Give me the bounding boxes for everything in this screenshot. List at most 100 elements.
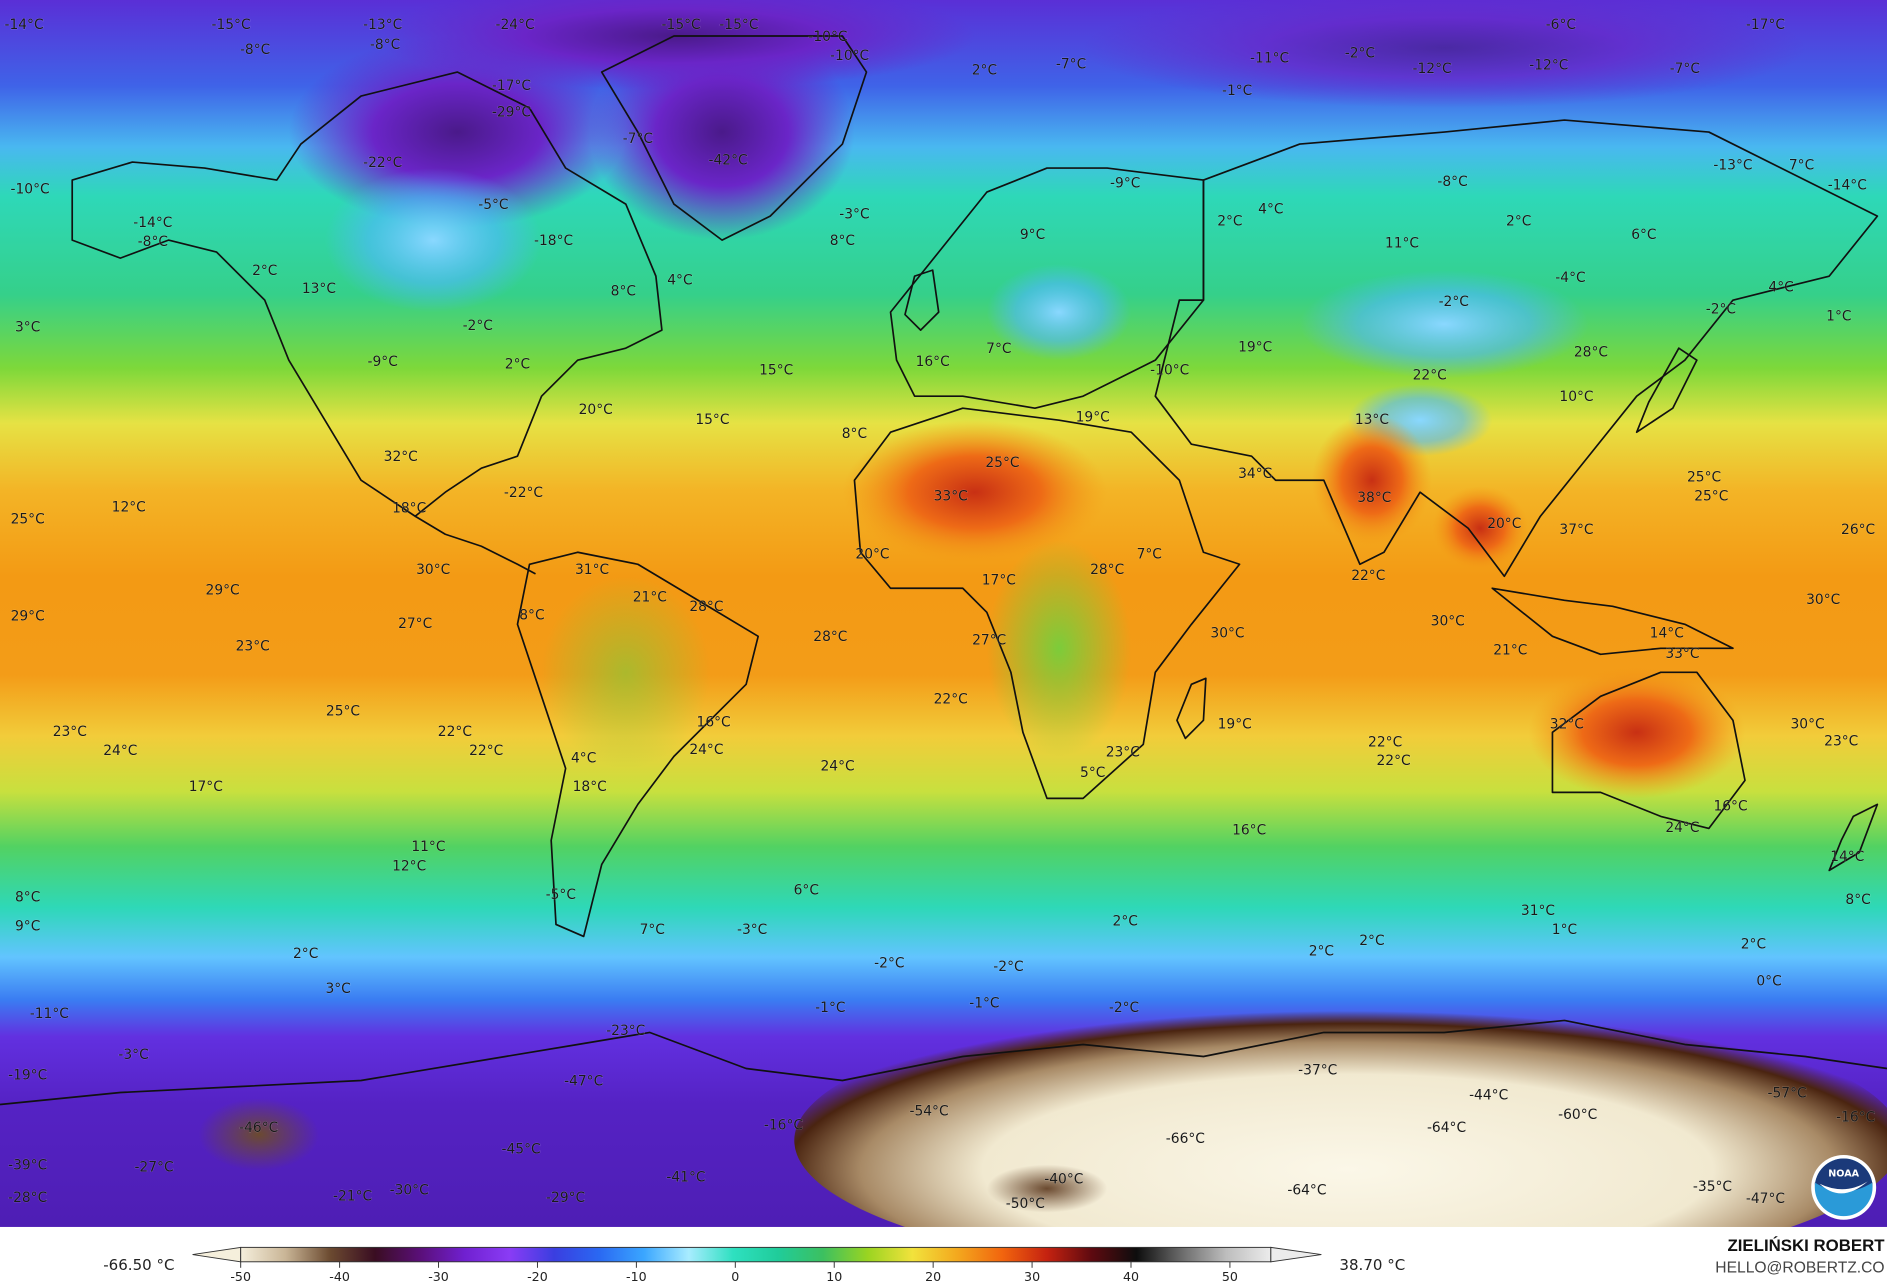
temperature-label: 23°C — [236, 639, 270, 655]
temperature-label: 6°C — [1631, 227, 1656, 243]
temperature-label: 32°C — [384, 449, 418, 465]
temperature-label: -13°C — [1713, 157, 1752, 173]
temperature-label: -10°C — [808, 29, 847, 45]
temperature-label: 16°C — [697, 714, 731, 730]
temperature-label: 22°C — [1351, 568, 1385, 584]
temperature-label: 33°C — [934, 489, 968, 505]
greenland-outline — [600, 35, 868, 241]
temperature-label: 15°C — [759, 363, 793, 379]
legend-high-arrow — [1270, 1246, 1322, 1263]
temperature-label: 12°C — [392, 858, 426, 874]
temperature-label: -46°C — [239, 1120, 278, 1136]
temperature-label: 21°C — [1493, 642, 1527, 658]
temperature-label: 19°C — [1218, 717, 1252, 733]
temperature-label: 6°C — [794, 882, 819, 898]
temperature-label: 4°C — [1258, 202, 1283, 218]
temperature-label: -10°C — [830, 48, 869, 64]
temperature-label: -41°C — [666, 1169, 705, 1185]
temperature-label: 7°C — [1789, 157, 1814, 173]
temperature-label: -4°C — [1555, 270, 1585, 286]
legend-tick-label: -40 — [329, 1269, 350, 1284]
temperature-label: 25°C — [11, 511, 45, 527]
temperature-label: -2°C — [1439, 294, 1469, 310]
temperature-label: -3°C — [839, 207, 869, 223]
temperature-label: 32°C — [1550, 717, 1584, 733]
temperature-label: 29°C — [206, 582, 240, 598]
temperature-label: 9°C — [1020, 227, 1045, 243]
temperature-label: 7°C — [640, 922, 665, 938]
temperature-label: 25°C — [1694, 489, 1728, 505]
south-america-outline — [516, 551, 760, 938]
temperature-label: 30°C — [416, 562, 450, 578]
temperature-label: -14°C — [4, 17, 43, 33]
temperature-label: 8°C — [519, 608, 544, 624]
temperature-label: -54°C — [909, 1103, 948, 1119]
temperature-label: -18°C — [534, 233, 573, 249]
temperature-label: -64°C — [1287, 1183, 1326, 1199]
temperature-label: 23°C — [1106, 744, 1140, 760]
temperature-label: 24°C — [689, 742, 723, 758]
temperature-label: -3°C — [737, 922, 767, 938]
temperature-label: -2°C — [1345, 46, 1375, 62]
temperature-label: -8°C — [1437, 174, 1467, 190]
temperature-label: -47°C — [1746, 1191, 1785, 1207]
temperature-label: -10°C — [1150, 363, 1189, 379]
author-email: HELLO@ROBERTZ.CO — [1715, 1260, 1884, 1277]
temperature-label: 2°C — [293, 946, 318, 962]
legend-max-label: 38.70 °C — [1339, 1256, 1405, 1274]
legend-tick-label: 0 — [731, 1269, 739, 1284]
new-zealand-outline — [1828, 803, 1879, 872]
temperature-label: -11°C — [1250, 50, 1289, 66]
temperature-label: 23°C — [53, 724, 87, 740]
temperature-label: 13°C — [1355, 412, 1389, 428]
temperature-label: 8°C — [830, 233, 855, 249]
legend-tick-label: -50 — [230, 1269, 251, 1284]
temperature-label: -21°C — [333, 1189, 372, 1205]
temperature-label: 2°C — [1309, 944, 1334, 960]
temperature-label: -24°C — [495, 17, 534, 33]
temperature-label: -7°C — [1670, 61, 1700, 77]
legend-tick-label: -10 — [626, 1269, 647, 1284]
temperature-label: -1°C — [969, 995, 999, 1011]
temperature-label: -9°C — [368, 354, 398, 370]
temperature-label: -6°C — [1546, 17, 1576, 33]
color-legend: -66.50 °C -50 -40 -30 -20 -10 0 10 20 30 40 50 38.… — [103, 1246, 1405, 1284]
temperature-label: -5°C — [478, 197, 508, 213]
temperature-label: 3°C — [325, 981, 350, 997]
temperature-label: 25°C — [326, 704, 360, 720]
temperature-label: -22°C — [504, 485, 543, 501]
temperature-labels: -14°C -15°C -13°C -24°C -15°C -15°C -10°C -10°C… — [4, 16, 1876, 1212]
temperature-label: 18°C — [392, 501, 426, 517]
temperature-label: 33°C — [1665, 646, 1699, 662]
temperature-label: -29°C — [546, 1190, 585, 1206]
legend-tick-label: 10 — [826, 1269, 842, 1284]
temperature-label: 5°C — [1080, 765, 1105, 781]
temperature-label: 2°C — [505, 357, 530, 373]
temperature-label: 1°C — [1826, 309, 1851, 325]
temperature-label: 3°C — [15, 319, 40, 335]
temperature-label: 22°C — [1368, 735, 1402, 751]
temperature-label: 28°C — [1574, 345, 1608, 361]
temperature-label: -16°C — [1836, 1109, 1875, 1125]
temperature-label: 28°C — [1090, 562, 1124, 578]
temperature-label: 13°C — [302, 281, 336, 297]
temperature-label: -15°C — [662, 17, 701, 33]
japan-outline — [1635, 347, 1698, 434]
africa-outline — [853, 407, 1241, 800]
temperature-label: -30°C — [390, 1183, 429, 1199]
temperature-label: -39°C — [8, 1157, 47, 1173]
temperature-label: 19°C — [1076, 409, 1110, 425]
temperature-label: 4°C — [667, 273, 692, 289]
temperature-label: 8°C — [842, 426, 867, 442]
temperature-label: -2°C — [993, 959, 1023, 975]
temperature-label: 28°C — [813, 629, 847, 645]
temperature-label: 7°C — [986, 341, 1011, 357]
legend-tick-label: 20 — [925, 1269, 941, 1284]
temperature-label: 7°C — [1137, 546, 1162, 562]
temperature-label: -23°C — [606, 1023, 645, 1039]
legend-tick-label: -30 — [428, 1269, 449, 1284]
temperature-label: 26°C — [1841, 522, 1875, 538]
temperature-label: 22°C — [438, 724, 472, 740]
temperature-label: -7°C — [1056, 56, 1086, 72]
